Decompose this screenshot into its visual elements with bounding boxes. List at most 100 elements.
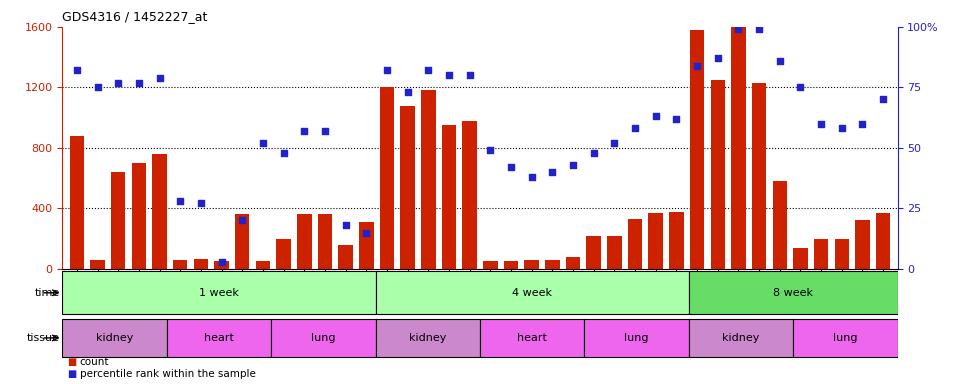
- Point: [731, 26, 746, 32]
- Bar: [359, 222, 373, 269]
- Bar: [62, 271, 375, 314]
- Point: [607, 140, 622, 146]
- Bar: [62, 319, 167, 357]
- Bar: [276, 238, 291, 269]
- Text: heart: heart: [204, 333, 234, 343]
- Bar: [587, 235, 601, 269]
- Bar: [318, 214, 332, 269]
- Bar: [732, 27, 746, 269]
- Text: kidney: kidney: [96, 333, 133, 343]
- Text: kidney: kidney: [409, 333, 446, 343]
- Bar: [380, 88, 395, 269]
- Point: [710, 55, 726, 61]
- Text: 4 week: 4 week: [513, 288, 552, 298]
- Point: [854, 121, 870, 127]
- Point: [462, 72, 477, 78]
- Text: tissue: tissue: [27, 333, 60, 343]
- Point: [772, 58, 787, 64]
- Bar: [483, 261, 497, 269]
- Bar: [400, 106, 415, 269]
- Point: [876, 96, 891, 103]
- Bar: [70, 136, 84, 269]
- Point: [689, 63, 705, 69]
- Point: [214, 258, 229, 265]
- Bar: [524, 260, 539, 269]
- Bar: [628, 219, 642, 269]
- Point: [338, 222, 353, 228]
- Bar: [565, 257, 580, 269]
- Point: [255, 140, 271, 146]
- Bar: [214, 261, 228, 269]
- Point: [483, 147, 498, 153]
- Bar: [504, 261, 518, 269]
- Point: [442, 72, 457, 78]
- Bar: [375, 271, 689, 314]
- Text: ■: ■: [67, 357, 77, 367]
- Point: [359, 230, 374, 236]
- Bar: [669, 212, 684, 269]
- Text: time: time: [35, 288, 60, 298]
- Point: [317, 128, 332, 134]
- Point: [173, 198, 188, 204]
- Bar: [442, 125, 456, 269]
- Point: [834, 126, 850, 132]
- Bar: [649, 213, 663, 269]
- Point: [628, 126, 643, 132]
- Text: 1 week: 1 week: [199, 288, 239, 298]
- Point: [586, 150, 601, 156]
- Point: [297, 128, 312, 134]
- Bar: [793, 319, 898, 357]
- Bar: [752, 83, 766, 269]
- Bar: [90, 260, 105, 269]
- Bar: [272, 319, 375, 357]
- Bar: [585, 319, 689, 357]
- Bar: [607, 235, 622, 269]
- Text: ■: ■: [67, 369, 77, 379]
- Bar: [111, 172, 126, 269]
- Point: [793, 84, 808, 91]
- Bar: [338, 245, 353, 269]
- Bar: [173, 260, 187, 269]
- Bar: [132, 163, 146, 269]
- Point: [524, 174, 540, 180]
- Bar: [690, 30, 705, 269]
- Point: [152, 74, 167, 81]
- Point: [752, 26, 767, 32]
- Point: [110, 79, 126, 86]
- Bar: [297, 214, 311, 269]
- Bar: [834, 238, 849, 269]
- Point: [503, 164, 518, 170]
- Point: [379, 67, 395, 73]
- Bar: [793, 248, 807, 269]
- Bar: [167, 319, 272, 357]
- Bar: [153, 154, 167, 269]
- Point: [544, 169, 560, 175]
- Bar: [814, 238, 828, 269]
- Bar: [855, 220, 870, 269]
- Text: lung: lung: [624, 333, 649, 343]
- Text: GDS4316 / 1452227_at: GDS4316 / 1452227_at: [62, 10, 207, 23]
- Bar: [710, 80, 725, 269]
- Point: [276, 150, 291, 156]
- Point: [132, 79, 147, 86]
- Text: count: count: [80, 357, 109, 367]
- Bar: [463, 121, 477, 269]
- Text: heart: heart: [517, 333, 547, 343]
- Point: [648, 113, 663, 119]
- Text: lung: lung: [833, 333, 857, 343]
- Bar: [375, 319, 480, 357]
- Point: [69, 67, 84, 73]
- Point: [669, 116, 684, 122]
- Bar: [235, 214, 250, 269]
- Point: [420, 67, 436, 73]
- Bar: [773, 181, 787, 269]
- Text: kidney: kidney: [722, 333, 759, 343]
- Bar: [480, 319, 585, 357]
- Text: 8 week: 8 week: [773, 288, 813, 298]
- Bar: [545, 260, 560, 269]
- Text: percentile rank within the sample: percentile rank within the sample: [80, 369, 255, 379]
- Point: [400, 89, 416, 95]
- Point: [90, 84, 106, 91]
- Point: [234, 217, 250, 223]
- Bar: [421, 90, 436, 269]
